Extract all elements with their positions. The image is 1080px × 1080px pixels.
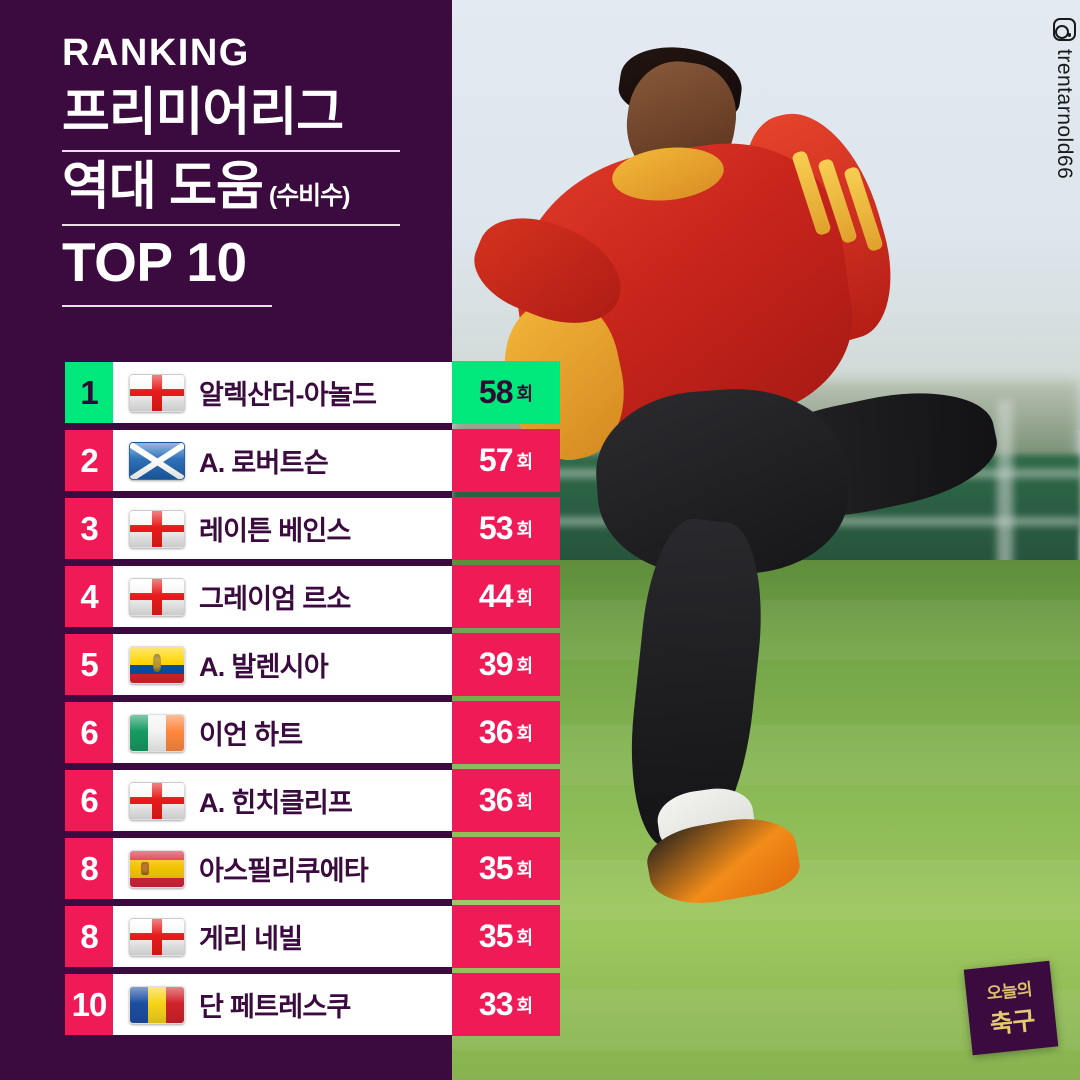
header-block: RANKING 프리미어리그 역대 도움 (수비수) TOP 10 — [62, 34, 432, 313]
logo-line-2: 축구 — [988, 1006, 1037, 1040]
flag-england — [129, 781, 185, 820]
assist-count-cell: 33 회 — [452, 973, 560, 1036]
assist-count-cell: 35 회 — [452, 837, 560, 900]
assist-unit: 회 — [516, 451, 534, 472]
table-row[interactable]: 2 A. 로버트슨 57 회 — [65, 429, 560, 492]
flag-england — [129, 577, 185, 616]
instagram-watermark: trentarnold66 — [1052, 18, 1076, 179]
photo-pole — [997, 400, 1013, 580]
kicker-label: RANKING — [62, 32, 250, 74]
player-name: 단 페트레스쿠 — [199, 992, 351, 1022]
title-line-2: 역대 도움 — [62, 158, 264, 217]
channel-logo: 오늘의 축구 — [963, 960, 1059, 1056]
table-row[interactable]: 4 그레이엄 르소 44 회 — [65, 565, 560, 628]
flag-england — [129, 509, 185, 548]
title-line-1: 프리미어리그 — [62, 84, 344, 142]
assist-count: 35 — [478, 850, 514, 886]
assist-count-cell: 58 회 — [452, 361, 560, 424]
rank-badge: 5 — [65, 634, 113, 695]
table-row[interactable]: 8 게리 네빌 35 회 — [65, 905, 560, 968]
assist-count-cell: 35 회 — [452, 905, 560, 968]
assist-count: 33 — [478, 986, 514, 1022]
table-row[interactable]: 1 알렉산더-아놀드 58 회 — [65, 361, 560, 424]
assist-count-cell: 39 회 — [452, 633, 560, 696]
table-row[interactable]: 6 A. 힌치클리프 36 회 — [65, 769, 560, 832]
assist-unit: 회 — [516, 859, 534, 880]
table-row[interactable]: 6 이언 하트 36 회 — [65, 701, 560, 764]
player-name: 알렉산더-아놀드 — [199, 380, 377, 410]
assist-count: 35 — [478, 918, 514, 954]
rank-badge: 8 — [65, 906, 113, 967]
player-name: 이언 하트 — [199, 720, 303, 750]
player-name: 아스필리쿠에타 — [199, 856, 369, 886]
assist-count: 53 — [478, 510, 514, 546]
flag-ecuador — [129, 645, 185, 684]
assist-count: 36 — [478, 782, 514, 818]
logo-line-1: 오늘의 — [985, 979, 1033, 1004]
player-name: 그레이엄 르소 — [199, 584, 351, 614]
player-name: A. 발렌시아 — [199, 652, 329, 682]
assist-count: 58 — [478, 374, 514, 410]
assist-unit: 회 — [516, 791, 534, 812]
flag-ireland — [129, 713, 185, 752]
assist-count-cell: 36 회 — [452, 701, 560, 764]
flag-spain — [129, 849, 185, 888]
player-photo — [452, 0, 1080, 1080]
rank-badge: 6 — [65, 702, 113, 763]
assist-count: 39 — [478, 646, 514, 682]
assist-count: 44 — [478, 578, 514, 614]
assist-unit: 회 — [516, 927, 534, 948]
table-row[interactable]: 8 아스필리쿠에타 35 회 — [65, 837, 560, 900]
player-name: A. 힌치클리프 — [199, 788, 353, 818]
assist-unit: 회 — [516, 995, 534, 1016]
rank-badge: 4 — [65, 566, 113, 627]
assist-unit: 회 — [516, 655, 534, 676]
flag-scotland — [129, 441, 185, 480]
instagram-icon — [1052, 18, 1076, 41]
rank-badge: 3 — [65, 498, 113, 559]
title-divider-2 — [62, 224, 400, 227]
table-row[interactable]: 10 단 페트레스쿠 33 회 — [65, 973, 560, 1036]
rank-badge: 10 — [65, 974, 113, 1035]
assist-count: 36 — [478, 714, 514, 750]
rank-badge: 6 — [65, 770, 113, 831]
assist-unit: 회 — [516, 723, 534, 744]
title-divider-3 — [62, 304, 272, 307]
flag-england — [129, 917, 185, 956]
assist-count: 57 — [478, 442, 514, 478]
title-divider-1 — [62, 150, 400, 153]
title-line-2-wrap: 역대 도움 (수비수) — [62, 158, 432, 216]
assist-unit: 회 — [516, 519, 534, 540]
player-name: 게리 네빌 — [199, 924, 303, 954]
flag-romania — [129, 985, 185, 1024]
rank-badge: 1 — [65, 362, 113, 423]
assist-count-cell: 57 회 — [452, 429, 560, 492]
assist-unit: 회 — [516, 383, 534, 404]
ranking-table: 1 알렉산더-아놀드 58 회 2 A. 로버트슨 57 회 3 레이튼 베인스 53 회 4 그레이엄 … — [65, 361, 560, 1042]
flag-england — [129, 373, 185, 412]
left-panel: RANKING 프리미어리그 역대 도움 (수비수) TOP 10 1 알렉산더-… — [0, 0, 560, 1080]
table-row[interactable]: 3 레이튼 베인스 53 회 — [65, 497, 560, 560]
table-row[interactable]: 5 A. 발렌시아 39 회 — [65, 633, 560, 696]
player-name: 레이튼 베인스 — [199, 516, 351, 546]
player-name: A. 로버트슨 — [199, 448, 329, 478]
rank-badge: 8 — [65, 838, 113, 899]
title-subnote: (수비수) — [268, 182, 351, 211]
assist-unit: 회 — [516, 587, 534, 608]
rank-badge: 2 — [65, 430, 113, 491]
assist-count-cell: 44 회 — [452, 565, 560, 628]
title-line-3: TOP 10 — [62, 231, 247, 294]
assist-count-cell: 53 회 — [452, 497, 560, 560]
assist-count-cell: 36 회 — [452, 769, 560, 832]
instagram-handle: trentarnold66 — [1053, 49, 1076, 180]
